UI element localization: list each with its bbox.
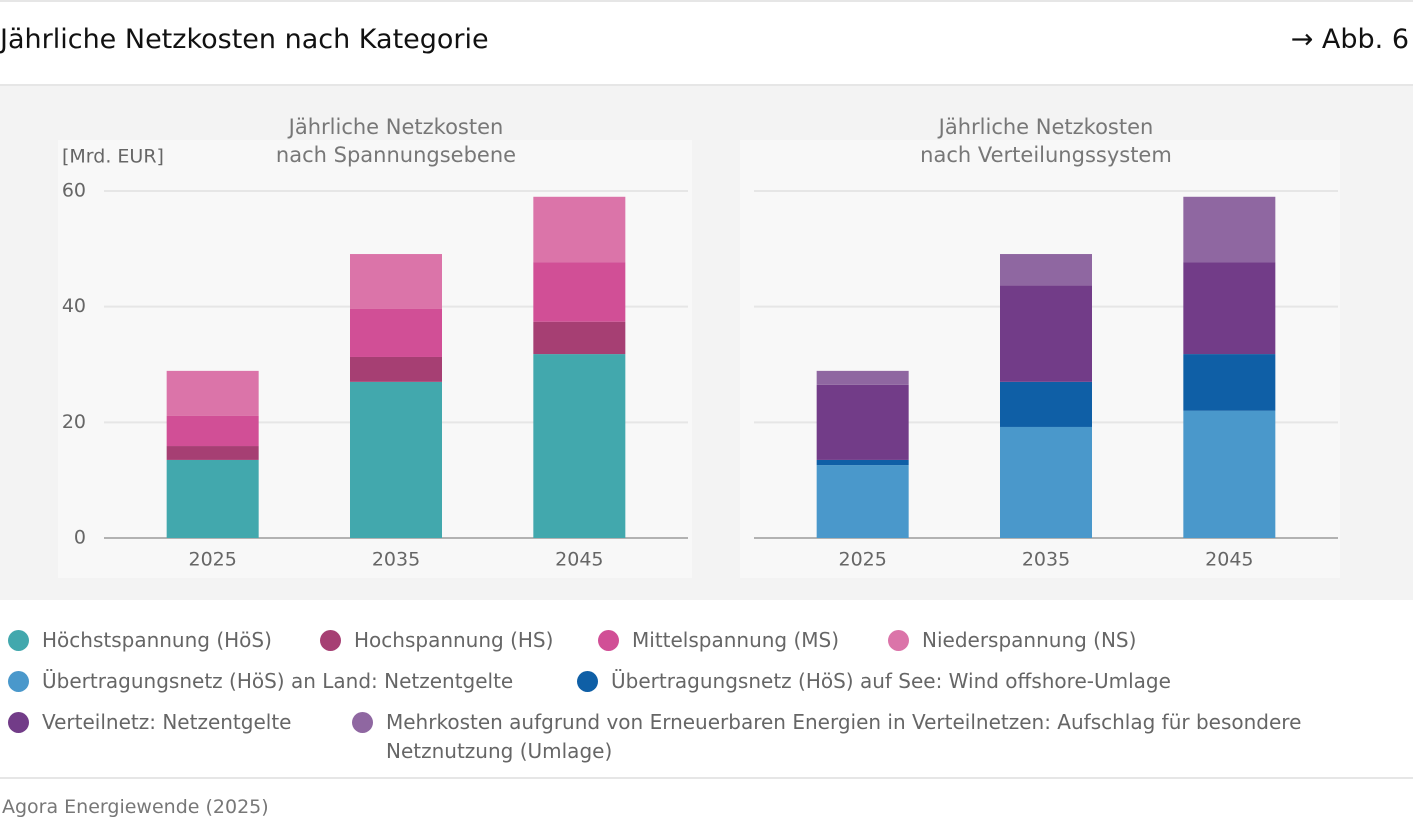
legend-item: Niederspannung (NS) — [888, 626, 1136, 655]
legend-item: Mittelspannung (MS) — [598, 626, 839, 655]
bar-segment — [166, 370, 259, 416]
legend-swatch — [352, 712, 373, 733]
chart-title: nach Verteilungssystem — [920, 143, 1172, 167]
bar-segment — [533, 321, 626, 355]
legend-swatch — [8, 630, 29, 651]
x-tick-label: 2025 — [188, 549, 236, 571]
figure-ref: → Abb. 6 — [1290, 24, 1409, 55]
legend-label: Verteilnetz: Netzentgelte — [42, 710, 292, 734]
x-tick-label: 2045 — [555, 549, 603, 571]
bar-segment — [166, 415, 259, 447]
legend-swatch — [888, 630, 909, 651]
bar-segment — [816, 384, 909, 460]
bar-segment — [816, 465, 909, 538]
source: Agora Energiewende (2025) — [2, 796, 269, 818]
bar-segment — [1000, 285, 1092, 382]
bar-segment — [533, 196, 626, 263]
page-title: Jährliche Netzkosten nach Kategorie — [0, 24, 489, 55]
bar-segment — [350, 308, 442, 357]
y-tick-label: 20 — [62, 411, 86, 433]
bar-segment — [533, 354, 626, 538]
bar-segment — [1000, 426, 1092, 538]
y-tick-label: 60 — [62, 180, 86, 202]
legend-label: Mittelspannung (MS) — [632, 628, 840, 652]
legend-label: Niederspannung (NS) — [922, 628, 1137, 652]
y-axis-label: [Mrd. EUR] — [62, 146, 164, 168]
x-tick-label: 2035 — [1022, 549, 1070, 571]
legend-swatch — [320, 630, 341, 651]
bar-segment — [1183, 354, 1276, 411]
bar-segment — [533, 262, 626, 322]
bar-segment — [350, 356, 442, 382]
chart-title: nach Spannungsebene — [276, 143, 516, 167]
x-tick-label: 2045 — [1205, 549, 1253, 571]
y-tick-label: 0 — [74, 527, 86, 549]
legend-label: Hochspannung (HS) — [354, 628, 554, 652]
bar-segment — [816, 459, 909, 466]
legend-label: Mehrkosten aufgrund von Erneuerbaren Ene… — [386, 710, 1302, 763]
y-tick-label: 40 — [62, 295, 86, 317]
legend-label: Übertragungsnetz (HöS) auf See: Wind off… — [611, 669, 1171, 693]
legend-label: Übertragungsnetz (HöS) an Land: Netzentg… — [42, 669, 514, 693]
legend-item: Verteilnetz: Netzentgelte — [8, 708, 291, 737]
legend-swatch — [8, 712, 29, 733]
legend-item: Hochspannung (HS) — [320, 626, 553, 655]
bar-segment — [816, 370, 909, 385]
bar-segment — [1000, 254, 1092, 286]
legend-item: Höchstspannung (HöS) — [8, 626, 272, 655]
chart-title: Jährliche Netzkosten — [287, 115, 504, 139]
legend-item: Übertragungsnetz (HöS) auf See: Wind off… — [577, 667, 1171, 696]
bar-segment — [1183, 196, 1276, 263]
x-tick-label: 2025 — [838, 549, 886, 571]
legend-item: Übertragungsnetz (HöS) an Land: Netzentg… — [8, 667, 513, 696]
bar-segment — [1183, 410, 1276, 538]
x-tick-label: 2035 — [372, 549, 420, 571]
legend-swatch — [577, 671, 598, 692]
bar-segment — [166, 446, 259, 460]
legend-swatch — [598, 630, 619, 651]
legend-swatch — [8, 671, 29, 692]
chart-title: Jährliche Netzkosten — [937, 115, 1154, 139]
legend-label: Höchstspannung (HöS) — [42, 628, 272, 652]
bar-segment — [166, 459, 259, 538]
bar-segment — [1183, 262, 1276, 355]
bar-segment — [350, 254, 442, 309]
bar-segment — [1000, 381, 1092, 427]
legend-item: Mehrkosten aufgrund von Erneuerbaren Ene… — [352, 708, 1346, 766]
bar-segment — [350, 381, 442, 538]
